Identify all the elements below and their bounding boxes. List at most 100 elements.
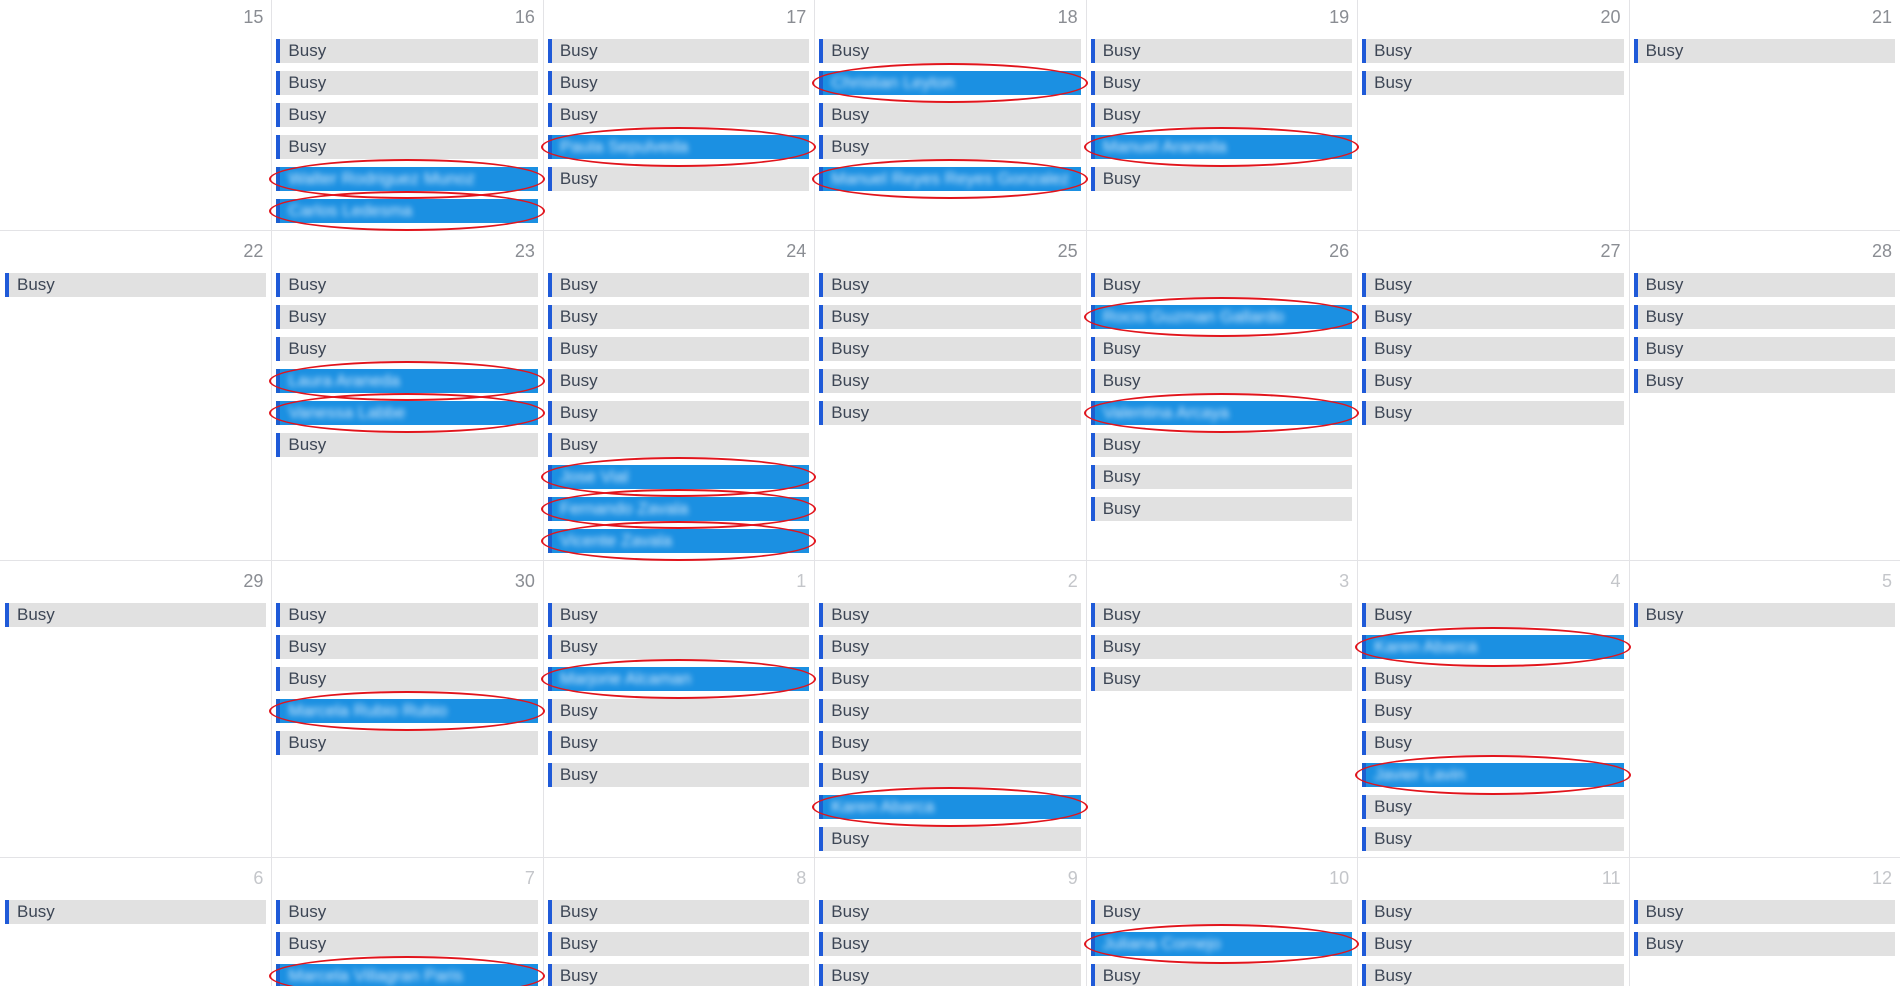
busy-event[interactable]: Busy <box>1090 103 1353 127</box>
busy-event[interactable]: Busy <box>819 603 1081 627</box>
busy-event[interactable]: Busy <box>1362 699 1624 723</box>
busy-event[interactable]: Busy <box>276 932 538 956</box>
busy-event[interactable]: Busy <box>1362 932 1624 956</box>
busy-event[interactable]: Busy <box>5 900 267 924</box>
busy-event[interactable]: Busy <box>819 305 1081 329</box>
busy-event[interactable]: Busy <box>1090 497 1353 521</box>
busy-event[interactable]: Busy <box>819 699 1081 723</box>
busy-event[interactable]: Busy <box>1633 932 1895 956</box>
busy-event[interactable]: Busy <box>276 667 538 691</box>
busy-event[interactable]: Busy <box>1090 964 1353 986</box>
busy-event[interactable]: Busy <box>547 39 810 63</box>
annotation-ellipse <box>1083 297 1360 337</box>
busy-event[interactable]: Busy <box>819 39 1081 63</box>
busy-event[interactable]: Busy <box>1090 39 1353 63</box>
busy-event[interactable]: Busy <box>276 635 538 659</box>
busy-event[interactable]: Busy <box>1362 71 1624 95</box>
busy-event[interactable]: Busy <box>547 167 810 191</box>
busy-event[interactable]: Busy <box>547 731 810 755</box>
busy-event[interactable]: Busy <box>1362 667 1624 691</box>
busy-event[interactable]: Busy <box>1633 305 1895 329</box>
busy-event[interactable]: Busy <box>819 932 1081 956</box>
busy-event[interactable]: Busy <box>547 273 810 297</box>
busy-event[interactable]: Busy <box>819 900 1081 924</box>
busy-event[interactable]: Busy <box>1362 369 1624 393</box>
busy-event[interactable]: Busy <box>819 731 1081 755</box>
busy-event[interactable]: Busy <box>1633 369 1895 393</box>
busy-event[interactable]: Busy <box>1362 337 1624 361</box>
busy-event[interactable]: Busy <box>1362 305 1624 329</box>
busy-event[interactable]: Busy <box>1090 273 1353 297</box>
busy-event[interactable]: Busy <box>1362 827 1624 851</box>
busy-event[interactable]: Busy <box>1362 795 1624 819</box>
busy-event[interactable]: Busy <box>1090 465 1353 489</box>
event-label: Busy <box>1102 467 1141 486</box>
busy-event[interactable]: Busy <box>276 39 538 63</box>
event-label: Busy <box>1102 275 1141 294</box>
busy-event[interactable]: Busy <box>547 635 810 659</box>
busy-event[interactable]: Busy <box>276 71 538 95</box>
busy-event[interactable]: Busy <box>276 603 538 627</box>
busy-event[interactable]: Busy <box>547 763 810 787</box>
busy-event[interactable]: Busy <box>547 900 810 924</box>
busy-event[interactable]: Busy <box>1090 635 1353 659</box>
event-label: Busy <box>831 669 870 688</box>
busy-event[interactable]: Busy <box>1090 71 1353 95</box>
busy-event[interactable]: Busy <box>547 103 810 127</box>
busy-event[interactable]: Busy <box>1633 337 1895 361</box>
busy-event[interactable]: Busy <box>819 273 1081 297</box>
busy-event[interactable]: Busy <box>819 635 1081 659</box>
busy-event[interactable]: Busy <box>547 699 810 723</box>
busy-event[interactable]: Busy <box>1362 273 1624 297</box>
busy-event[interactable]: Busy <box>1362 900 1624 924</box>
busy-event[interactable]: Busy <box>1090 167 1353 191</box>
busy-event[interactable]: Busy <box>5 273 267 297</box>
busy-event[interactable]: Busy <box>1362 603 1624 627</box>
busy-event[interactable]: Busy <box>547 71 810 95</box>
busy-event[interactable]: Busy <box>1633 603 1895 627</box>
busy-event[interactable]: Busy <box>1090 369 1353 393</box>
busy-event[interactable]: Busy <box>547 433 810 457</box>
busy-event[interactable]: Busy <box>276 305 538 329</box>
busy-event[interactable]: Busy <box>1633 39 1895 63</box>
busy-event[interactable]: Busy <box>547 337 810 361</box>
busy-event[interactable]: Busy <box>819 667 1081 691</box>
busy-event[interactable]: Busy <box>1362 401 1624 425</box>
busy-event[interactable]: Busy <box>1633 273 1895 297</box>
busy-event[interactable]: Busy <box>5 603 267 627</box>
busy-event[interactable]: Busy <box>1362 731 1624 755</box>
busy-event[interactable]: Busy <box>276 103 538 127</box>
busy-event[interactable]: Busy <box>819 401 1081 425</box>
busy-event[interactable]: Busy <box>1633 900 1895 924</box>
busy-event[interactable]: Busy <box>547 401 810 425</box>
busy-event[interactable]: Busy <box>1362 39 1624 63</box>
busy-event[interactable]: Busy <box>547 964 810 986</box>
busy-event[interactable]: Busy <box>819 103 1081 127</box>
busy-event[interactable]: Busy <box>819 135 1081 159</box>
busy-event[interactable]: Busy <box>1090 900 1353 924</box>
busy-event[interactable]: Busy <box>1090 337 1353 361</box>
annotation-ellipse <box>812 787 1088 827</box>
busy-event[interactable]: Busy <box>819 763 1081 787</box>
busy-event[interactable]: Busy <box>276 433 538 457</box>
busy-event[interactable]: Busy <box>1090 667 1353 691</box>
busy-event[interactable]: Busy <box>547 305 810 329</box>
busy-event[interactable]: Busy <box>1090 433 1353 457</box>
busy-event[interactable]: Busy <box>819 964 1081 986</box>
annotation-ellipse <box>1083 393 1360 433</box>
busy-event[interactable]: Busy <box>276 731 538 755</box>
busy-event[interactable]: Busy <box>276 337 538 361</box>
busy-event[interactable]: Busy <box>547 369 810 393</box>
busy-event[interactable]: Busy <box>547 603 810 627</box>
busy-event[interactable]: Busy <box>819 827 1081 851</box>
busy-event[interactable]: Busy <box>819 369 1081 393</box>
busy-event[interactable]: Busy <box>1362 964 1624 986</box>
event-label: Busy <box>831 403 870 422</box>
busy-event[interactable]: Busy <box>819 337 1081 361</box>
busy-event[interactable]: Busy <box>276 273 538 297</box>
busy-event[interactable]: Busy <box>276 135 538 159</box>
busy-event[interactable]: Busy <box>547 932 810 956</box>
busy-event[interactable]: Busy <box>1090 603 1353 627</box>
event-label: Busy <box>1374 41 1412 60</box>
busy-event[interactable]: Busy <box>276 900 538 924</box>
